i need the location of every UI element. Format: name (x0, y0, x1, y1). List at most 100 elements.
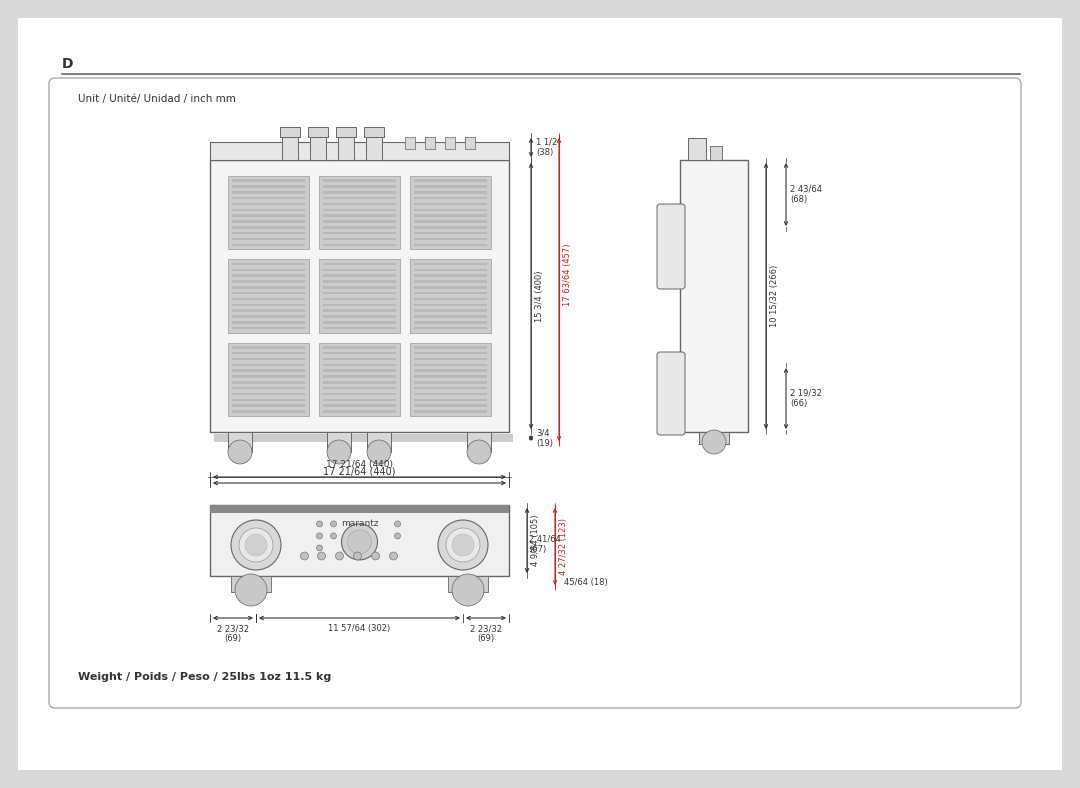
Circle shape (702, 430, 726, 454)
Bar (232, 303, 305, 306)
Bar (323, 351, 396, 355)
Text: 17 21/64 (440): 17 21/64 (440) (326, 460, 393, 469)
Bar (327, 432, 351, 452)
Bar (323, 262, 396, 266)
FancyBboxPatch shape (49, 78, 1021, 708)
Bar (465, 137, 475, 149)
Bar (410, 259, 491, 333)
Text: 45/64 (18): 45/64 (18) (564, 578, 608, 586)
Bar (232, 381, 305, 384)
Bar (280, 127, 300, 137)
Bar (323, 209, 396, 211)
Bar (232, 375, 305, 377)
Bar (232, 214, 305, 217)
Bar (467, 432, 491, 452)
Bar (414, 375, 487, 377)
Bar (323, 185, 396, 188)
Bar (323, 381, 396, 384)
Bar (414, 238, 487, 240)
Text: marantz: marantz (340, 519, 378, 527)
Bar (232, 292, 305, 295)
Bar (414, 387, 487, 389)
Bar (232, 392, 305, 395)
Bar (232, 298, 305, 300)
Bar (414, 232, 487, 234)
Bar (414, 298, 487, 300)
Bar (414, 226, 487, 229)
Bar (232, 226, 305, 229)
Bar (210, 142, 509, 160)
Bar (214, 434, 513, 442)
Bar (323, 346, 396, 348)
Bar (414, 370, 487, 372)
Bar (232, 363, 305, 366)
Bar (232, 243, 305, 246)
Bar (232, 203, 305, 205)
Text: Unit / Unité/ Unidad / inch mm: Unit / Unité/ Unidad / inch mm (78, 94, 235, 104)
Bar (323, 243, 396, 246)
Bar (232, 399, 305, 401)
Text: 17 63/64 (457): 17 63/64 (457) (563, 243, 572, 306)
Bar (282, 135, 298, 160)
Circle shape (467, 440, 491, 464)
Circle shape (327, 440, 351, 464)
Bar (228, 432, 252, 452)
Bar (231, 576, 271, 592)
Bar (323, 370, 396, 372)
Text: 4 27/32 (123): 4 27/32 (123) (559, 518, 568, 575)
Bar (232, 315, 305, 318)
Bar (338, 135, 354, 160)
Circle shape (231, 520, 281, 570)
Bar (414, 411, 487, 413)
Bar (323, 321, 396, 324)
Bar (310, 135, 326, 160)
Bar (228, 176, 309, 249)
Bar (232, 321, 305, 324)
Bar (699, 432, 729, 444)
Bar (232, 191, 305, 194)
Bar (323, 214, 396, 217)
Bar (414, 185, 487, 188)
Circle shape (228, 440, 252, 464)
Bar (323, 203, 396, 205)
Bar (323, 310, 396, 312)
Bar (323, 411, 396, 413)
Bar (414, 274, 487, 277)
Bar (410, 343, 491, 416)
Circle shape (394, 521, 401, 527)
Text: 4 9/64 (105): 4 9/64 (105) (531, 515, 540, 567)
Text: 1 1/2
(38): 1 1/2 (38) (536, 138, 557, 157)
FancyBboxPatch shape (657, 352, 685, 435)
Bar (364, 127, 384, 137)
Circle shape (453, 574, 484, 606)
Text: 11 57/64 (302): 11 57/64 (302) (328, 624, 391, 633)
Bar (232, 387, 305, 389)
Bar (688, 138, 706, 160)
Bar (710, 146, 723, 160)
Text: 2 23/32
(69): 2 23/32 (69) (217, 624, 249, 643)
Bar (228, 259, 309, 333)
Bar (323, 315, 396, 318)
Bar (414, 214, 487, 217)
Circle shape (316, 521, 323, 527)
Bar (367, 432, 391, 452)
Circle shape (453, 534, 474, 556)
Bar (323, 375, 396, 377)
Bar (232, 404, 305, 407)
Bar (323, 226, 396, 229)
Bar (232, 185, 305, 188)
Circle shape (318, 552, 325, 560)
Bar (680, 160, 748, 432)
Bar (414, 358, 487, 360)
Bar (232, 411, 305, 413)
Bar (414, 346, 487, 348)
Text: 2 23/32
(69): 2 23/32 (69) (470, 624, 502, 643)
Bar (232, 238, 305, 240)
Bar (414, 197, 487, 199)
Bar (232, 209, 305, 211)
Bar (323, 269, 396, 271)
Circle shape (390, 552, 397, 560)
Bar (323, 399, 396, 401)
Bar (414, 310, 487, 312)
Bar (414, 399, 487, 401)
